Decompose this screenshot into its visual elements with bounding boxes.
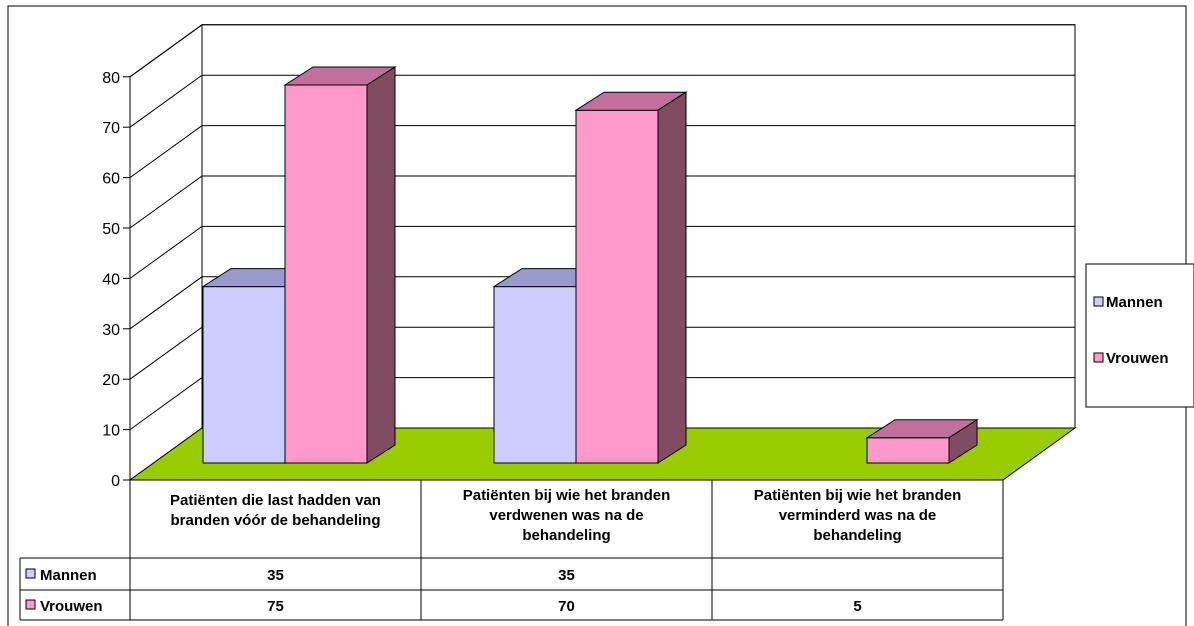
y-tick-label: 40 — [102, 271, 120, 288]
table-cell: 75 — [267, 598, 284, 615]
table-row-label: Vrouwen — [40, 598, 103, 615]
gridline — [129, 125, 1075, 179]
y-tick-label: 80 — [102, 70, 120, 87]
y-tick-label: 30 — [102, 322, 120, 339]
y-tick-label: 70 — [102, 120, 120, 137]
legend-swatch-mannen — [1093, 296, 1104, 307]
bar-side-vrouwen — [657, 91, 687, 464]
category-label: behandeling — [813, 527, 901, 544]
table-cell: 5 — [853, 598, 861, 615]
gridline — [129, 74, 1075, 128]
y-tick-label: 50 — [102, 221, 120, 238]
category-label: Patiënten die last hadden van — [170, 492, 381, 509]
bar-mannen — [493, 286, 577, 464]
legend-label: Mannen — [1106, 294, 1163, 311]
legend — [1085, 263, 1194, 408]
bar-vrouwen — [284, 84, 368, 464]
bar-vrouwen — [575, 109, 659, 464]
y-tick-label: 0 — [111, 473, 120, 490]
bar-side-vrouwen — [366, 66, 396, 464]
table-cell: 70 — [558, 598, 575, 615]
gridline — [129, 276, 1075, 330]
table-row-label: Mannen — [40, 567, 97, 584]
category-label: verdwenen was na de — [489, 507, 643, 524]
table-cell: 35 — [558, 567, 575, 584]
bar-vrouwen — [866, 437, 950, 464]
gridline — [129, 326, 1075, 380]
gridline — [129, 24, 1075, 78]
category-label: Patiënten bij wie het branden — [754, 487, 962, 504]
legend-swatch-vrouwen — [1093, 352, 1104, 363]
category-label: branden vóór de behandeling — [170, 512, 380, 529]
gridline — [129, 225, 1075, 279]
bar-side-vrouwen — [948, 418, 978, 464]
y-tick-label: 20 — [102, 372, 120, 389]
y-tick-label: 60 — [102, 171, 120, 188]
legend-label: Vrouwen — [1106, 350, 1169, 367]
table-cell: 35 — [267, 567, 284, 584]
category-label: behandeling — [522, 527, 610, 544]
gridline — [129, 175, 1075, 229]
bar-mannen — [202, 286, 286, 464]
category-label: verminderd was na de — [779, 507, 937, 524]
table-key-vrouwen — [25, 599, 36, 610]
category-label: Patiënten bij wie het branden — [463, 487, 671, 504]
y-tick-label: 10 — [102, 423, 120, 440]
table-key-mannen — [25, 568, 36, 579]
gridline — [129, 377, 1075, 431]
